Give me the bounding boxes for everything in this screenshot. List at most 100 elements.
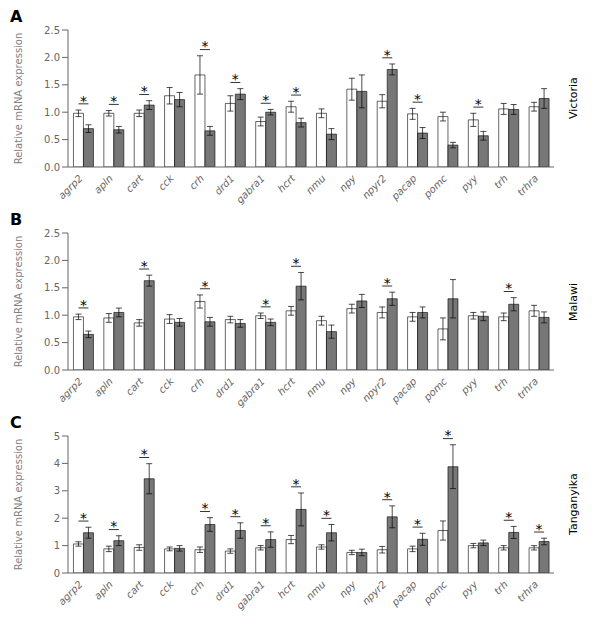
- svg-text:0: 0: [54, 568, 60, 579]
- svg-text:*: *: [293, 476, 300, 492]
- svg-text:1: 1: [54, 540, 60, 551]
- svg-text:pyy: pyy: [458, 578, 480, 600]
- svg-text:pomc: pomc: [421, 375, 449, 403]
- svg-text:2.0: 2.0: [44, 255, 60, 266]
- svg-text:pacap: pacap: [389, 173, 419, 203]
- svg-text:*: *: [80, 297, 87, 313]
- svg-text:pyy: pyy: [458, 172, 480, 194]
- svg-text:pomc: pomc: [421, 172, 449, 200]
- svg-text:trhra: trhra: [515, 579, 540, 604]
- svg-text:*: *: [80, 93, 87, 109]
- svg-text:drd1: drd1: [212, 173, 236, 197]
- svg-text:*: *: [384, 47, 391, 63]
- svg-text:*: *: [414, 91, 421, 107]
- svg-text:npyr2: npyr2: [360, 579, 388, 607]
- svg-text:trh: trh: [492, 579, 510, 597]
- svg-text:*: *: [262, 296, 269, 312]
- svg-text:*: *: [201, 500, 208, 516]
- svg-text:agrp2: agrp2: [56, 579, 84, 607]
- svg-text:apln: apln: [92, 173, 115, 196]
- svg-text:crh: crh: [187, 173, 206, 192]
- svg-text:*: *: [201, 278, 208, 294]
- svg-text:gabra1: gabra1: [234, 376, 267, 409]
- svg-text:cart: cart: [124, 172, 146, 194]
- svg-text:0.0: 0.0: [44, 365, 60, 376]
- html-text:A: A: [10, 7, 23, 26]
- svg-text:1.5: 1.5: [44, 282, 60, 293]
- svg-text:1.5: 1.5: [44, 79, 60, 90]
- svg-text:nmu: nmu: [304, 376, 328, 400]
- svg-text:*: *: [141, 258, 148, 274]
- svg-text:gabra1: gabra1: [234, 173, 267, 206]
- svg-text:0.5: 0.5: [44, 337, 60, 348]
- svg-text:*: *: [141, 446, 148, 462]
- svg-text:0.5: 0.5: [44, 134, 60, 145]
- svg-text:gabra1: gabra1: [234, 579, 267, 612]
- svg-text:cck: cck: [156, 578, 177, 599]
- svg-text:*: *: [110, 93, 117, 109]
- svg-text:*: *: [141, 83, 148, 99]
- svg-text:2.5: 2.5: [44, 228, 60, 239]
- svg-text:Relative mRNA expression: Relative mRNA expression: [13, 236, 24, 368]
- svg-text:pyy: pyy: [458, 375, 480, 397]
- svg-text:agrp2: agrp2: [56, 173, 84, 201]
- svg-text:Relative mRNA expression: Relative mRNA expression: [13, 439, 24, 571]
- svg-text:apln: apln: [92, 579, 115, 602]
- svg-text:*: *: [110, 518, 117, 534]
- svg-text:*: *: [444, 427, 451, 443]
- svg-text:trhra: trhra: [515, 173, 540, 198]
- svg-text:npyr2: npyr2: [360, 173, 388, 201]
- svg-text:1.0: 1.0: [44, 310, 60, 321]
- svg-text:npy: npy: [337, 578, 359, 600]
- svg-text:*: *: [475, 96, 482, 112]
- svg-text:pacap: pacap: [389, 376, 419, 406]
- svg-text:4: 4: [54, 458, 60, 469]
- svg-text:pacap: pacap: [389, 579, 419, 609]
- svg-text:*: *: [536, 521, 543, 537]
- svg-text:*: *: [232, 71, 239, 87]
- svg-text:hcrt: hcrt: [275, 172, 298, 195]
- svg-text:apln: apln: [92, 376, 115, 399]
- svg-text:1.0: 1.0: [44, 107, 60, 118]
- svg-text:nmu: nmu: [304, 173, 328, 197]
- svg-text:cck: cck: [156, 172, 177, 193]
- svg-text:2: 2: [54, 513, 60, 524]
- svg-text:npy: npy: [337, 375, 359, 397]
- svg-text:hcrt: hcrt: [275, 375, 298, 398]
- svg-text:drd1: drd1: [212, 376, 236, 400]
- svg-text:*: *: [414, 516, 421, 532]
- svg-text:hcrt: hcrt: [275, 578, 298, 601]
- svg-text:2.5: 2.5: [44, 25, 60, 36]
- svg-text:*: *: [384, 489, 391, 505]
- svg-text:0.0: 0.0: [44, 162, 60, 173]
- svg-text:*: *: [262, 92, 269, 108]
- svg-text:agrp2: agrp2: [56, 376, 84, 404]
- svg-text:*: *: [293, 255, 300, 271]
- svg-text:*: *: [505, 509, 512, 525]
- svg-text:5: 5: [54, 431, 60, 442]
- svg-text:*: *: [262, 515, 269, 531]
- svg-text:*: *: [505, 280, 512, 296]
- svg-text:*: *: [80, 510, 87, 526]
- svg-text:npy: npy: [337, 172, 359, 194]
- svg-text:trh: trh: [492, 173, 510, 191]
- svg-text:cart: cart: [124, 578, 146, 600]
- svg-text:pomc: pomc: [421, 578, 449, 606]
- svg-text:3: 3: [54, 485, 60, 496]
- svg-text:Relative mRNA expression: Relative mRNA expression: [13, 33, 24, 165]
- svg-text:*: *: [232, 506, 239, 522]
- svg-text:*: *: [323, 507, 330, 523]
- svg-text:nmu: nmu: [304, 579, 328, 603]
- svg-text:npyr2: npyr2: [360, 376, 388, 404]
- svg-text:trh: trh: [492, 376, 510, 394]
- svg-text:trhra: trhra: [515, 376, 540, 401]
- svg-text:crh: crh: [187, 579, 206, 598]
- svg-text:crh: crh: [187, 376, 206, 395]
- svg-text:cck: cck: [156, 375, 177, 396]
- svg-text:*: *: [293, 84, 300, 100]
- svg-text:cart: cart: [124, 375, 146, 397]
- svg-text:*: *: [201, 38, 208, 54]
- svg-text:2.0: 2.0: [44, 52, 60, 63]
- svg-text:drd1: drd1: [212, 579, 236, 603]
- svg-text:*: *: [384, 275, 391, 291]
